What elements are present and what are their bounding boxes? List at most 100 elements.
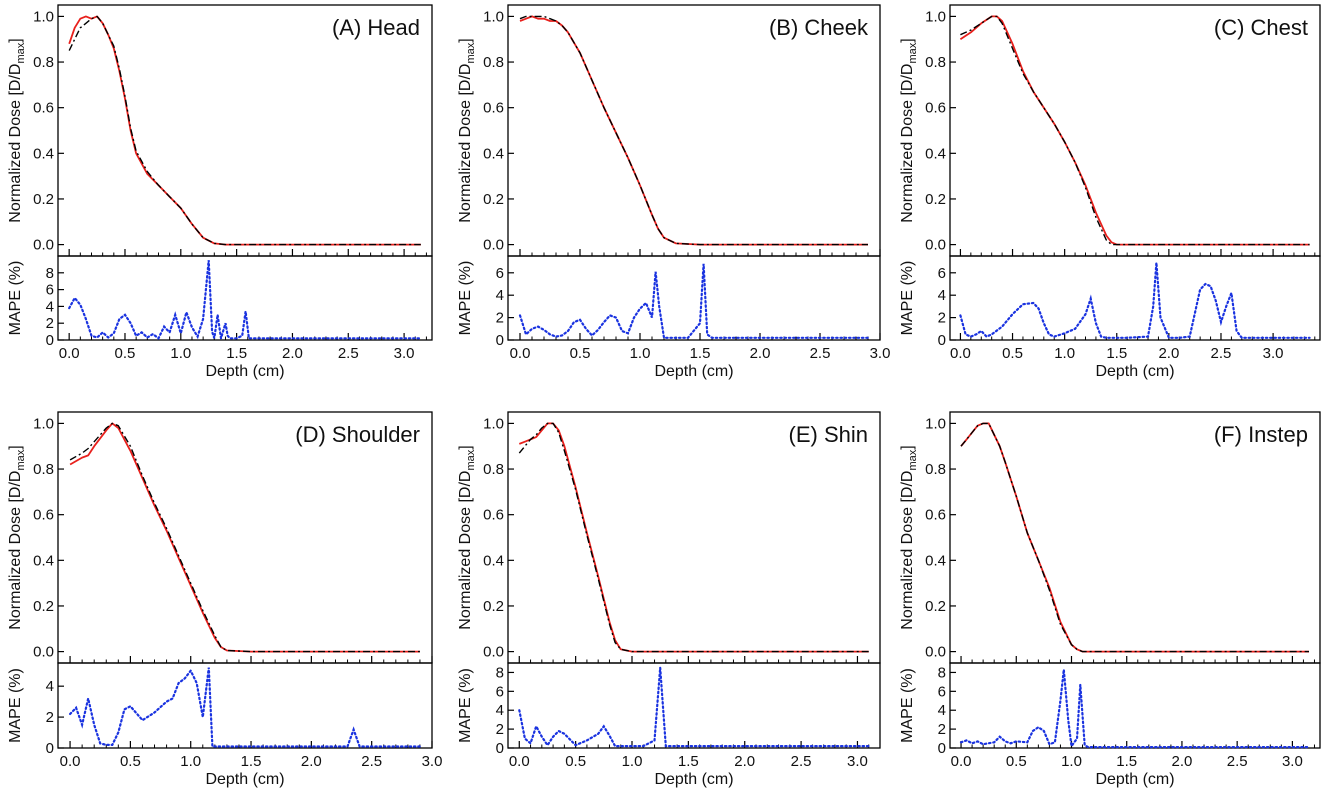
y-tick-label: 0.0 [33,644,54,661]
y-tick-label: 2 [496,310,504,327]
dose-plot-frame [57,4,433,257]
x-tick-label: 0.5 [570,345,591,362]
x-tick-label: 2.0 [750,345,771,362]
x-axis-label: Depth (cm) [1095,363,1174,380]
y-tick-label: 4 [938,287,946,304]
y-axis-label-mape: MAPE (%) [899,261,916,336]
x-tick-label: 0.5 [120,753,141,770]
mape-line [518,667,870,748]
mape-line [959,262,1311,339]
x-axis-label: Depth (cm) [205,363,284,380]
x-tick-label: 1.5 [1116,753,1137,770]
simulated-dose-line [518,422,869,653]
x-tick-label: 0.5 [115,345,136,362]
y-tick-label: 0.2 [925,598,946,615]
measured-dose-line [519,15,868,246]
panel-title: (E) Shin [789,422,868,447]
panel-0: 0.0 0.5 1.0 1.5 2.0 2.5 3.0 0.0 0.2 0.4 0.6 0.8 1.0 0… [7,4,433,380]
x-tick-label: 3.0 [847,753,868,770]
x-tick-label: 1.5 [690,345,711,362]
simulated-dose-line [69,422,420,653]
x-tick-label: 2.5 [791,753,812,770]
y-tick-label: 1.0 [925,415,946,432]
y-tick-label: 0.4 [33,552,54,569]
mape-line [68,260,422,340]
x-tick-label: 0.0 [510,345,531,362]
y-tick-label: 0 [46,740,54,757]
x-tick-label: 1.0 [630,345,651,362]
y-tick-label: 4 [46,678,54,695]
x-tick-label: 0.5 [1002,345,1023,362]
x-tick-label: 2.0 [1158,345,1179,362]
mape-plot-frame [507,662,881,749]
y-tick-label: 0 [46,332,54,349]
y-tick-label: 0.8 [33,461,54,478]
dose-plot-frame [507,4,881,257]
y-tick-label: 0.8 [33,54,54,71]
x-tick-label: 1.5 [678,753,699,770]
x-tick-label: 1.0 [622,753,643,770]
x-tick-label: 0.0 [950,345,971,362]
x-tick-label: 2.0 [301,753,322,770]
y-tick-label: 0.0 [925,644,946,661]
y-tick-label: 0.0 [33,237,54,254]
y-tick-label: 6 [496,683,504,700]
x-tick-label: 3.0 [422,753,443,770]
y-tick-label: 0 [938,740,946,757]
y-tick-label: 4 [938,702,946,719]
y-tick-label: 0 [938,332,946,349]
y-tick-label: 0.6 [33,100,54,117]
measured-dose-line [960,422,1309,653]
y-tick-label: 8 [46,265,54,282]
x-axis-label: Depth (cm) [205,771,284,788]
simulated-dose-line [519,15,868,246]
y-tick-label: 0.2 [33,191,54,208]
x-tick-label: 2.5 [1211,345,1232,362]
x-tick-label: 1.5 [1106,345,1127,362]
panel-5: 0.0 0.5 1.0 1.5 2.0 2.5 3.0 0.0 0.2 0.4 0.6 0.8 1.0 0… [899,411,1321,788]
y-tick-label: 4 [46,298,54,315]
x-tick-label: 0.0 [60,753,81,770]
panel-3: 0.0 0.5 1.0 1.5 2.0 2.5 3.0 0.0 0.2 0.4 0.6 0.8 1.0 0… [7,411,443,788]
y-tick-label: 0.6 [33,507,54,524]
x-tick-label: 0.5 [1006,753,1027,770]
x-axis-label: Depth (cm) [654,771,733,788]
y-tick-label: 0 [496,332,504,349]
panel-1: 0.0 0.5 1.0 1.5 2.0 2.5 3.0 0.0 0.2 0.4 0.6 0.8 1.0 0… [457,4,890,380]
y-tick-label: 0.6 [925,100,946,117]
y-axis-label-mape: MAPE (%) [7,668,24,743]
y-axis-label-mape: MAPE (%) [457,668,474,743]
y-tick-label: 0.8 [925,54,946,71]
y-tick-label: 1.0 [33,8,54,25]
x-tick-label: 1.0 [1061,753,1082,770]
x-tick-label: 3.0 [394,345,415,362]
mape-line [518,263,870,339]
panel-title: (D) Shoulder [295,422,420,447]
y-tick-label: 0.4 [925,145,946,162]
x-axis-label: Depth (cm) [654,363,733,380]
y-tick-label: 0.4 [483,552,504,569]
y-axis-label-dose: Normalized Dose [D/Dmax] [7,38,27,222]
x-tick-label: 0.0 [509,753,530,770]
y-tick-label: 0.2 [33,598,54,615]
y-tick-label: 0.2 [483,598,504,615]
y-tick-label: 1.0 [925,8,946,25]
mape-plot-frame [949,662,1321,749]
measured-dose-line [959,15,1310,246]
y-tick-label: 0.6 [483,100,504,117]
y-tick-label: 1.0 [483,8,504,25]
dose-plot-frame [949,411,1321,664]
mape-plot-frame [507,255,881,341]
panel-4: 0.0 0.5 1.0 1.5 2.0 2.5 3.0 0.0 0.2 0.4 0.6 0.8 1.0 0… [457,411,881,788]
x-tick-label: 2.5 [1227,753,1248,770]
y-tick-label: 2 [46,315,54,332]
panel-title: (C) Chest [1214,15,1308,40]
y-axis-label-dose: Normalized Dose [D/Dmax] [457,445,477,629]
x-tick-label: 1.0 [1054,345,1075,362]
y-tick-label: 6 [46,282,54,299]
x-tick-label: 1.5 [241,753,262,770]
y-tick-label: 0.6 [483,507,504,524]
y-tick-label: 0.0 [483,644,504,661]
mape-line [68,667,421,748]
